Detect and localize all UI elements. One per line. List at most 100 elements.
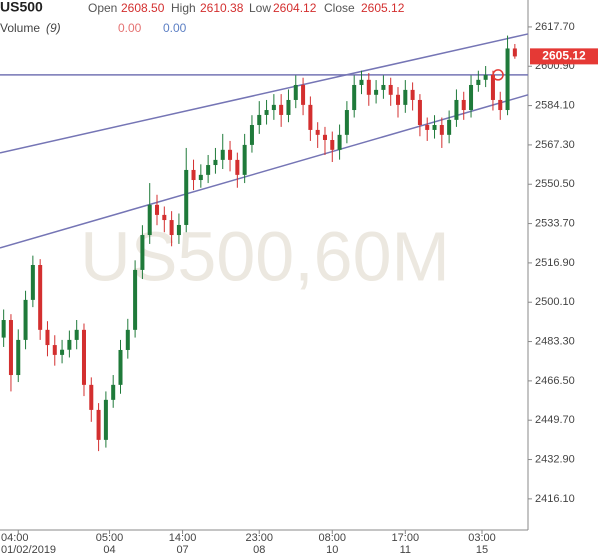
x-tick-date: 07: [176, 544, 188, 556]
candle-body: [118, 349, 123, 385]
candle-body: [198, 174, 203, 181]
candle-body: [293, 84, 298, 100]
candle-body: [140, 235, 145, 270]
high-value: 2610.38: [200, 1, 244, 15]
candle-body: [103, 399, 108, 440]
candle-body: [125, 329, 130, 350]
last-price-box: [530, 48, 598, 65]
candle-body: [366, 79, 371, 95]
x-tick-date: 04: [103, 544, 115, 556]
channel-upper: [0, 33, 529, 154]
candle-body: [396, 94, 401, 105]
candle-body: [220, 149, 225, 160]
close-value: 2605.12: [361, 1, 405, 15]
y-tick-label: 2584.10: [535, 99, 575, 111]
candle-body: [111, 384, 116, 400]
candle-body: [322, 134, 327, 140]
candle-body: [1, 320, 6, 338]
y-tick-label: 2432.90: [535, 453, 575, 465]
candle-body: [286, 99, 291, 115]
candle-body: [505, 48, 510, 111]
y-tick-label: 2550.50: [535, 178, 575, 190]
candle-body: [257, 114, 262, 126]
candle-body: [30, 265, 35, 300]
low-label: Low: [249, 1, 271, 15]
candle-body: [432, 125, 437, 130]
y-tick-label: 2567.30: [535, 139, 575, 151]
candle-body: [374, 89, 379, 95]
x-tick-label: 23:00: [245, 532, 273, 544]
y-tick-label: 2516.90: [535, 257, 575, 269]
x-tick-label: 05:00: [96, 532, 124, 544]
candle-body: [337, 134, 342, 150]
x-tick-label: 04:00: [1, 532, 29, 544]
x-tick-label: 14:00: [169, 532, 197, 544]
candle-body: [417, 99, 422, 126]
candle-body: [359, 79, 364, 85]
y-tick-label: 2416.10: [535, 493, 575, 505]
last-price-label: 2605.12: [542, 49, 586, 63]
candle-body: [344, 110, 349, 135]
candle-body: [8, 320, 13, 376]
candle-body: [271, 104, 276, 111]
candle-body: [155, 204, 160, 215]
candle-body: [206, 165, 211, 175]
candle-body: [512, 48, 517, 57]
candle-body: [352, 84, 357, 111]
channel-lower: [0, 94, 529, 249]
candle-body: [403, 89, 408, 105]
candle-body: [490, 74, 495, 100]
candle-body: [191, 169, 196, 181]
open-value: 2608.50: [121, 1, 165, 15]
candle-body: [60, 349, 65, 355]
candle-body: [439, 125, 444, 135]
y-tick-label: 2533.70: [535, 217, 575, 229]
volume-value: 0.00: [118, 21, 142, 35]
x-tick-date: 11: [400, 544, 411, 556]
candle-body: [67, 339, 72, 350]
candle-body: [74, 329, 79, 340]
candle-body: [301, 84, 306, 105]
low-value: 2604.12: [273, 1, 317, 15]
candle-body: [16, 339, 21, 376]
y-tick-label: 2483.30: [535, 335, 575, 347]
candle-body: [52, 345, 57, 355]
x-tick-date: 01/02/2019: [1, 544, 56, 556]
volume-value: 0.00: [163, 21, 187, 35]
symbol-title: US500: [0, 0, 43, 15]
high-label: High: [171, 1, 196, 15]
candle-body: [410, 89, 415, 100]
x-tick-label: 17:00: [392, 532, 420, 544]
candle-body: [498, 99, 503, 111]
candle-body: [388, 84, 393, 95]
candle-body: [461, 99, 466, 111]
y-tick-label: 2466.50: [535, 375, 575, 387]
x-tick-date: 08: [253, 544, 265, 556]
y-tick-label: 2617.70: [535, 21, 575, 33]
open-label: Open: [88, 1, 117, 15]
candle-body: [381, 84, 386, 90]
candle-body: [447, 119, 452, 135]
candle-body: [249, 125, 254, 145]
candle-body: [147, 204, 152, 236]
x-tick-date: 15: [476, 544, 488, 556]
x-tick-label: 08:00: [319, 532, 347, 544]
y-tick-label: 2449.70: [535, 414, 575, 426]
candle-body: [81, 329, 86, 385]
candle-body: [169, 220, 174, 236]
candle-body: [133, 269, 138, 330]
candle-body: [23, 299, 28, 340]
candle-body: [425, 125, 430, 130]
candle-body: [476, 79, 481, 85]
candle-body: [242, 144, 247, 175]
close-label: Close: [324, 1, 355, 15]
candle-body: [89, 384, 94, 410]
candle-body: [330, 139, 335, 150]
candle-body: [454, 99, 459, 120]
volume-label: Volume: [0, 21, 40, 35]
candle-body: [45, 329, 50, 346]
alert-marker: [492, 69, 504, 81]
candle-body: [315, 129, 320, 135]
candle-body: [264, 110, 269, 115]
